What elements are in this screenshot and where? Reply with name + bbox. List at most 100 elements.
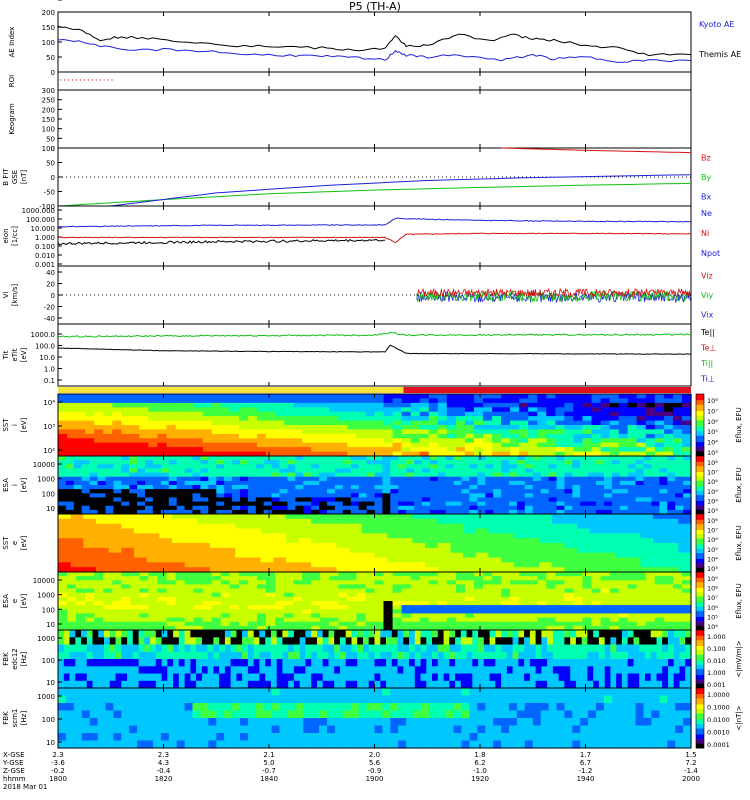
fbk_e-cell <box>144 680 151 689</box>
sst_i-cell <box>76 451 86 457</box>
esa_i-cell <box>437 497 447 503</box>
esa_i-cell <box>485 505 494 511</box>
esa_i-cell <box>604 505 613 511</box>
esa_e-cell <box>455 588 466 594</box>
esa_i-cell <box>105 505 114 511</box>
sst_i-cell <box>211 429 222 435</box>
sst_i-cell <box>293 411 303 417</box>
sst_i-cell <box>338 420 348 426</box>
esa_e-cell <box>492 592 502 598</box>
sst_i-cell <box>202 411 213 417</box>
esa_i-cell <box>366 480 376 486</box>
sst_e-colorbar-tick: 10⁴ <box>707 555 718 563</box>
esa_e-cell <box>157 588 168 594</box>
esa_e-cell <box>627 576 638 581</box>
sst_i-cell <box>464 433 475 439</box>
esa_e-cell <box>483 621 493 627</box>
esa_e-cell <box>682 601 692 606</box>
esa_i-cell <box>65 456 75 461</box>
esa_i-cell <box>398 464 407 469</box>
sst_i-cell <box>175 411 186 417</box>
fbk_e-cell <box>489 651 496 660</box>
sst_i-cell <box>374 411 385 417</box>
esa_i-cell <box>501 505 510 511</box>
sst_i-cell <box>266 411 276 417</box>
esa_i-cell <box>564 497 573 503</box>
sst_e-cell <box>539 528 553 534</box>
fbk_e-cell <box>506 630 514 638</box>
esa_e-cell <box>591 580 602 585</box>
sst_e-cell <box>412 557 426 563</box>
esa_e-cell <box>202 613 213 619</box>
esa_i-cell <box>643 456 652 461</box>
esa_e-cell <box>455 592 466 598</box>
sst_i-cell <box>437 425 448 430</box>
esa_e-cell <box>546 617 556 623</box>
esa_i-colorbar-cell <box>696 503 704 506</box>
esa_e-cell <box>220 605 231 610</box>
esa_i-cell <box>89 489 99 494</box>
fbk_e-cell <box>581 680 589 689</box>
sst_i-cell <box>85 433 95 439</box>
sst_e-cell <box>488 514 502 520</box>
esa_i-cell <box>334 505 344 511</box>
fbk_e-cell <box>317 637 324 646</box>
esa_i-cell <box>564 489 573 494</box>
sst_i-ylabel-line: i <box>11 424 19 426</box>
fbk_e-cell <box>201 637 209 646</box>
sst_i-cell <box>672 438 683 444</box>
sst_e-cell <box>577 567 591 573</box>
esa_e-cell <box>175 572 186 577</box>
fbk_e-cell <box>391 666 399 675</box>
fbk_e-cell <box>363 666 370 675</box>
fbk_e-cell <box>598 666 606 675</box>
sst_e-colorbar-cell <box>696 516 704 519</box>
esa_e-cell <box>401 605 412 610</box>
fbk_e-cell <box>270 666 278 675</box>
esa_e-cell <box>130 613 140 619</box>
fbk_e-cell <box>81 637 88 646</box>
fbk_e-cell <box>242 659 249 667</box>
esa_i-cell <box>596 480 605 486</box>
sst_i-cell <box>293 442 303 448</box>
fbk_e-cell <box>155 637 163 646</box>
sst_i-cell <box>130 416 140 422</box>
esa_i-cell <box>358 485 368 490</box>
fbk_e-cell <box>150 680 157 689</box>
fbk_e-cell <box>472 680 479 689</box>
sst_e-cell <box>475 557 490 563</box>
fbk_e-cell <box>92 637 99 646</box>
sst_i-cell <box>609 425 620 430</box>
fbk_e-cell <box>386 644 393 653</box>
esa_i-cell <box>105 464 114 469</box>
esa_i-cell <box>65 497 75 503</box>
roi-dot <box>60 79 62 81</box>
esa_e-cell <box>211 617 222 623</box>
esa_e-cell <box>166 601 177 606</box>
esa_i-cell <box>477 485 486 490</box>
esa_e-cell <box>437 621 448 627</box>
esa_i-cell <box>73 501 83 507</box>
esa_i-cell <box>493 480 502 486</box>
ae-legend-black: Themis AE <box>698 50 741 59</box>
sst_i-cell <box>94 442 104 448</box>
fbk_e-cell <box>242 673 249 682</box>
sst_e-cell <box>298 538 312 544</box>
fbk_e-cell <box>483 644 491 653</box>
esa_i-cell <box>342 505 352 511</box>
sst_e-cell <box>412 552 426 559</box>
esa_i-cell <box>121 493 130 498</box>
sst_i-ytick-label: 10² <box>43 447 55 455</box>
esa_e-cell <box>618 596 629 602</box>
esa_e-cell <box>428 601 439 606</box>
esa_i-cell <box>374 468 383 474</box>
esa_i-cell <box>200 493 209 498</box>
sst_i-cell <box>229 407 240 413</box>
sst_i-cell <box>238 398 249 404</box>
esa_i-cell <box>635 505 645 511</box>
sst_e-cell <box>640 552 654 559</box>
sst_e-cell <box>615 514 629 520</box>
sst_e-cell <box>134 567 148 573</box>
esa_i-cell <box>287 501 296 507</box>
fbk_e-cell <box>420 666 427 675</box>
